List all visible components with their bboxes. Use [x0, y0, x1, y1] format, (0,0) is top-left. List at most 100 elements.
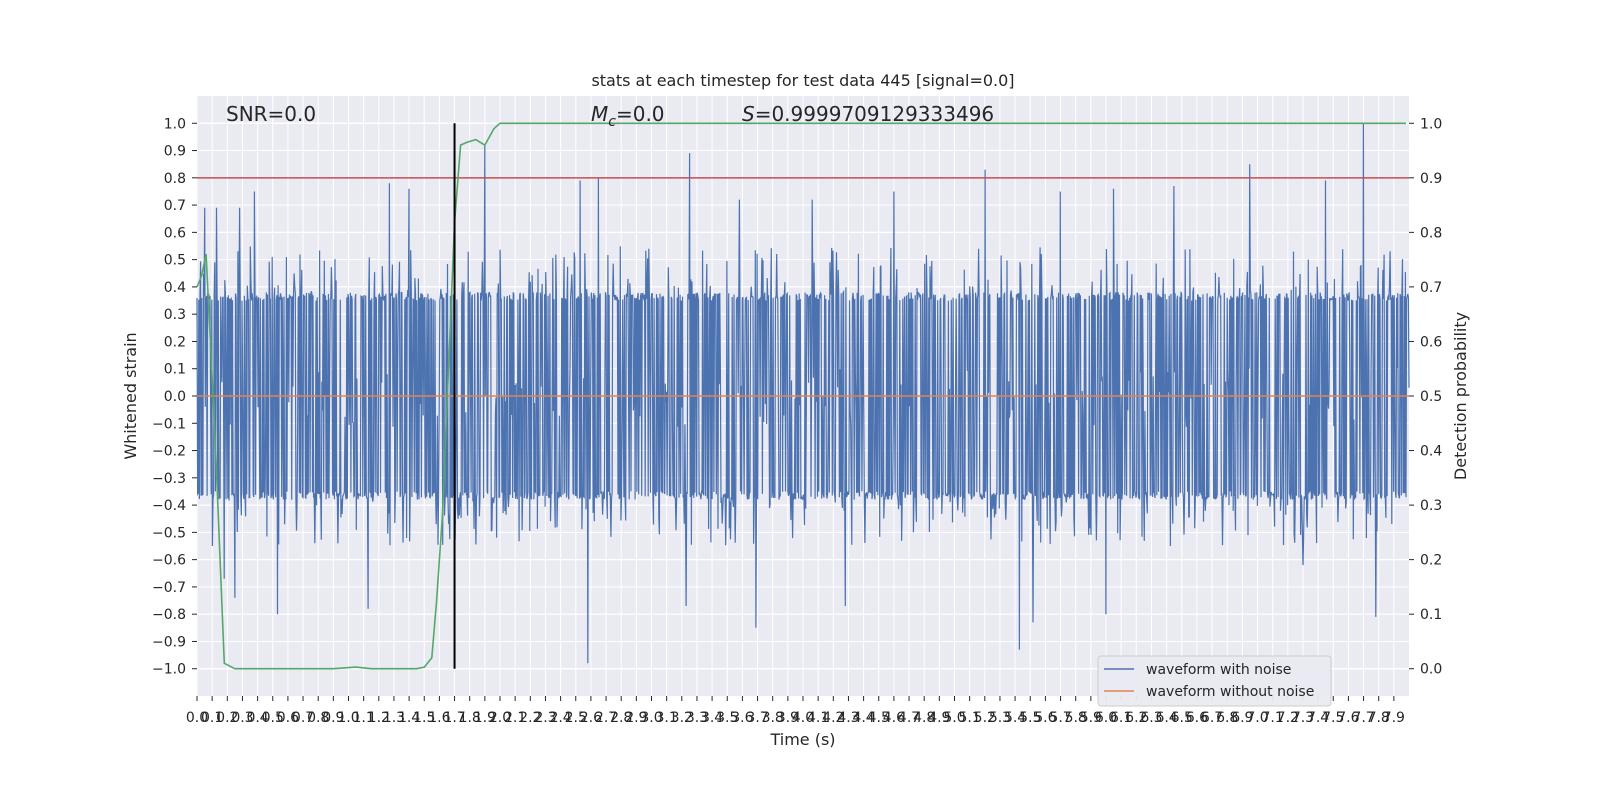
x-tick-label: 0.2 — [216, 710, 238, 726]
x-tick-label: 7.5 — [1322, 710, 1344, 726]
x-tick-label: 7.1 — [1262, 710, 1284, 726]
x-tick-label: 7.6 — [1337, 710, 1359, 726]
x-tick-label: 5.2 — [974, 710, 996, 726]
x-tick-label: 1.5 — [413, 710, 435, 726]
x-tick-label: 3.8 — [762, 710, 784, 726]
x-tick-label: 7.2 — [1277, 710, 1299, 726]
x-tick-label: 4.1 — [807, 710, 829, 726]
y-tick-label: 0.8 — [164, 171, 186, 187]
x-tick-label: 6.8 — [1216, 710, 1238, 726]
chirp-mass-subscript: c — [608, 114, 616, 130]
x-tick-label: 3.9 — [777, 710, 799, 726]
x-tick-label: 2.8 — [610, 710, 632, 726]
score-value: =0.9999709129333496 — [755, 102, 994, 126]
x-tick-label: 7.9 — [1383, 710, 1405, 726]
chirp-mass-annotation: Mc=0.0 — [591, 102, 665, 130]
x-tick-label: 5.9 — [1080, 710, 1102, 726]
y-tick-label: −0.5 — [152, 525, 186, 541]
x-tick-label: 0.8 — [307, 710, 329, 726]
x-tick-label: 0.3 — [231, 710, 253, 726]
x-tick-label: 4.5 — [868, 710, 890, 726]
x-tick-label: 6.5 — [1171, 710, 1193, 726]
x-tick-label: 0.1 — [201, 710, 223, 726]
y-tick-label: 0.1 — [164, 362, 186, 378]
y2-tick-label: 0.2 — [1420, 553, 1442, 569]
x-tick-label: 6.2 — [1125, 710, 1147, 726]
x-axis-label: Time (s) — [769, 730, 835, 749]
y-tick-label: −0.4 — [152, 498, 186, 514]
x-tick-label: 0.6 — [277, 710, 299, 726]
x-tick-label: 2.7 — [595, 710, 617, 726]
snr-annotation: SNR=0.0 — [226, 102, 316, 126]
y2-tick-label: 0.8 — [1420, 225, 1442, 241]
x-tick-label: 4.7 — [898, 710, 920, 726]
x-tick-label: 1.6 — [428, 710, 450, 726]
x-tick-label: 7.8 — [1368, 710, 1390, 726]
y-tick-label: −0.3 — [152, 471, 186, 487]
y-tick-label: −0.2 — [152, 444, 186, 460]
x-tick-label: 6.7 — [1201, 710, 1223, 726]
x-tick-label: 4.4 — [852, 710, 874, 726]
x-tick-label: 5.7 — [1049, 710, 1071, 726]
x-tick-label: 1.1 — [353, 710, 375, 726]
x-tick-label: 3.0 — [640, 710, 662, 726]
y-axis-left-ticks: −1.0 −0.9 −0.8 −0.7 −0.6 −0.5 −0.4 −0.3 −0.2 −0.1… — [152, 116, 197, 678]
y-tick-label: −0.7 — [152, 580, 186, 596]
x-tick-label: 1.3 — [383, 710, 405, 726]
x-tick-label: 2.2 — [519, 710, 541, 726]
x-tick-label: 5.5 — [1019, 710, 1041, 726]
x-tick-label: 7.7 — [1352, 710, 1374, 726]
x-tick-label: 1.4 — [398, 710, 420, 726]
score-symbol: S — [742, 102, 755, 126]
y2-tick-label: 0.6 — [1420, 334, 1442, 350]
x-tick-label: 0.4 — [246, 710, 268, 726]
y-tick-label: 0.9 — [164, 144, 186, 160]
x-tick-label: 3.2 — [671, 710, 693, 726]
x-tick-label: 6.0 — [1095, 710, 1117, 726]
y-tick-label: −1.0 — [152, 662, 186, 678]
x-tick-label: 6.4 — [1155, 710, 1177, 726]
y-tick-label: 0.0 — [164, 389, 186, 405]
legend: waveform with noise waveform without noi… — [1097, 655, 1332, 707]
x-axis-ticks: 0.00.10.20.30.40.50.60.70.80.91.01.11.21… — [186, 696, 1405, 726]
waveform-with-noise-trace — [196, 123, 1410, 664]
y2-axis-label: Detection probability — [1451, 312, 1470, 480]
y-tick-label: 0.4 — [164, 280, 186, 296]
x-tick-label: 7.0 — [1246, 710, 1268, 726]
x-tick-label: 7.4 — [1307, 710, 1329, 726]
x-tick-label: 2.1 — [504, 710, 526, 726]
legend-label-waveform-with-noise: waveform with noise — [1146, 662, 1291, 678]
x-tick-label: 4.8 — [913, 710, 935, 726]
x-tick-label: 5.0 — [943, 710, 965, 726]
y2-tick-label: 0.7 — [1420, 280, 1442, 296]
y-tick-label: 0.2 — [164, 334, 186, 350]
y-tick-label: 0.7 — [164, 198, 186, 214]
x-tick-label: 2.0 — [489, 710, 511, 726]
x-tick-label: 5.6 — [1034, 710, 1056, 726]
x-tick-label: 7.3 — [1292, 710, 1314, 726]
x-tick-label: 6.3 — [1140, 710, 1162, 726]
x-tick-label: 3.6 — [731, 710, 753, 726]
chirp-mass-symbol: M — [591, 102, 608, 126]
x-tick-label: 2.3 — [534, 710, 556, 726]
x-tick-label: 1.0 — [337, 710, 359, 726]
x-tick-label: 5.3 — [989, 710, 1011, 726]
x-tick-label: 2.9 — [625, 710, 647, 726]
x-tick-label: 4.0 — [792, 710, 814, 726]
chirp-mass-value: =0.0 — [616, 102, 665, 126]
waveform-with-noise-series — [196, 123, 1410, 664]
x-tick-label: 0.7 — [292, 710, 314, 726]
x-tick-label: 6.1 — [1110, 710, 1132, 726]
x-tick-label: 3.7 — [746, 710, 768, 726]
y-tick-label: −0.6 — [152, 553, 186, 569]
y2-tick-label: 0.3 — [1420, 498, 1442, 514]
y2-tick-label: 1.0 — [1420, 116, 1442, 132]
chart-title: stats at each timestep for test data 445… — [591, 71, 1014, 90]
y2-tick-label: 0.5 — [1420, 389, 1442, 405]
legend-box — [1097, 655, 1332, 707]
x-tick-label: 3.1 — [656, 710, 678, 726]
y-tick-label: −0.9 — [152, 634, 186, 650]
x-tick-label: 5.4 — [1004, 710, 1026, 726]
y-axis-right-ticks: 0.0 0.1 0.2 0.3 0.4 0.5 0.6 0.7 0.8 0.9 1.0 — [1409, 116, 1442, 678]
